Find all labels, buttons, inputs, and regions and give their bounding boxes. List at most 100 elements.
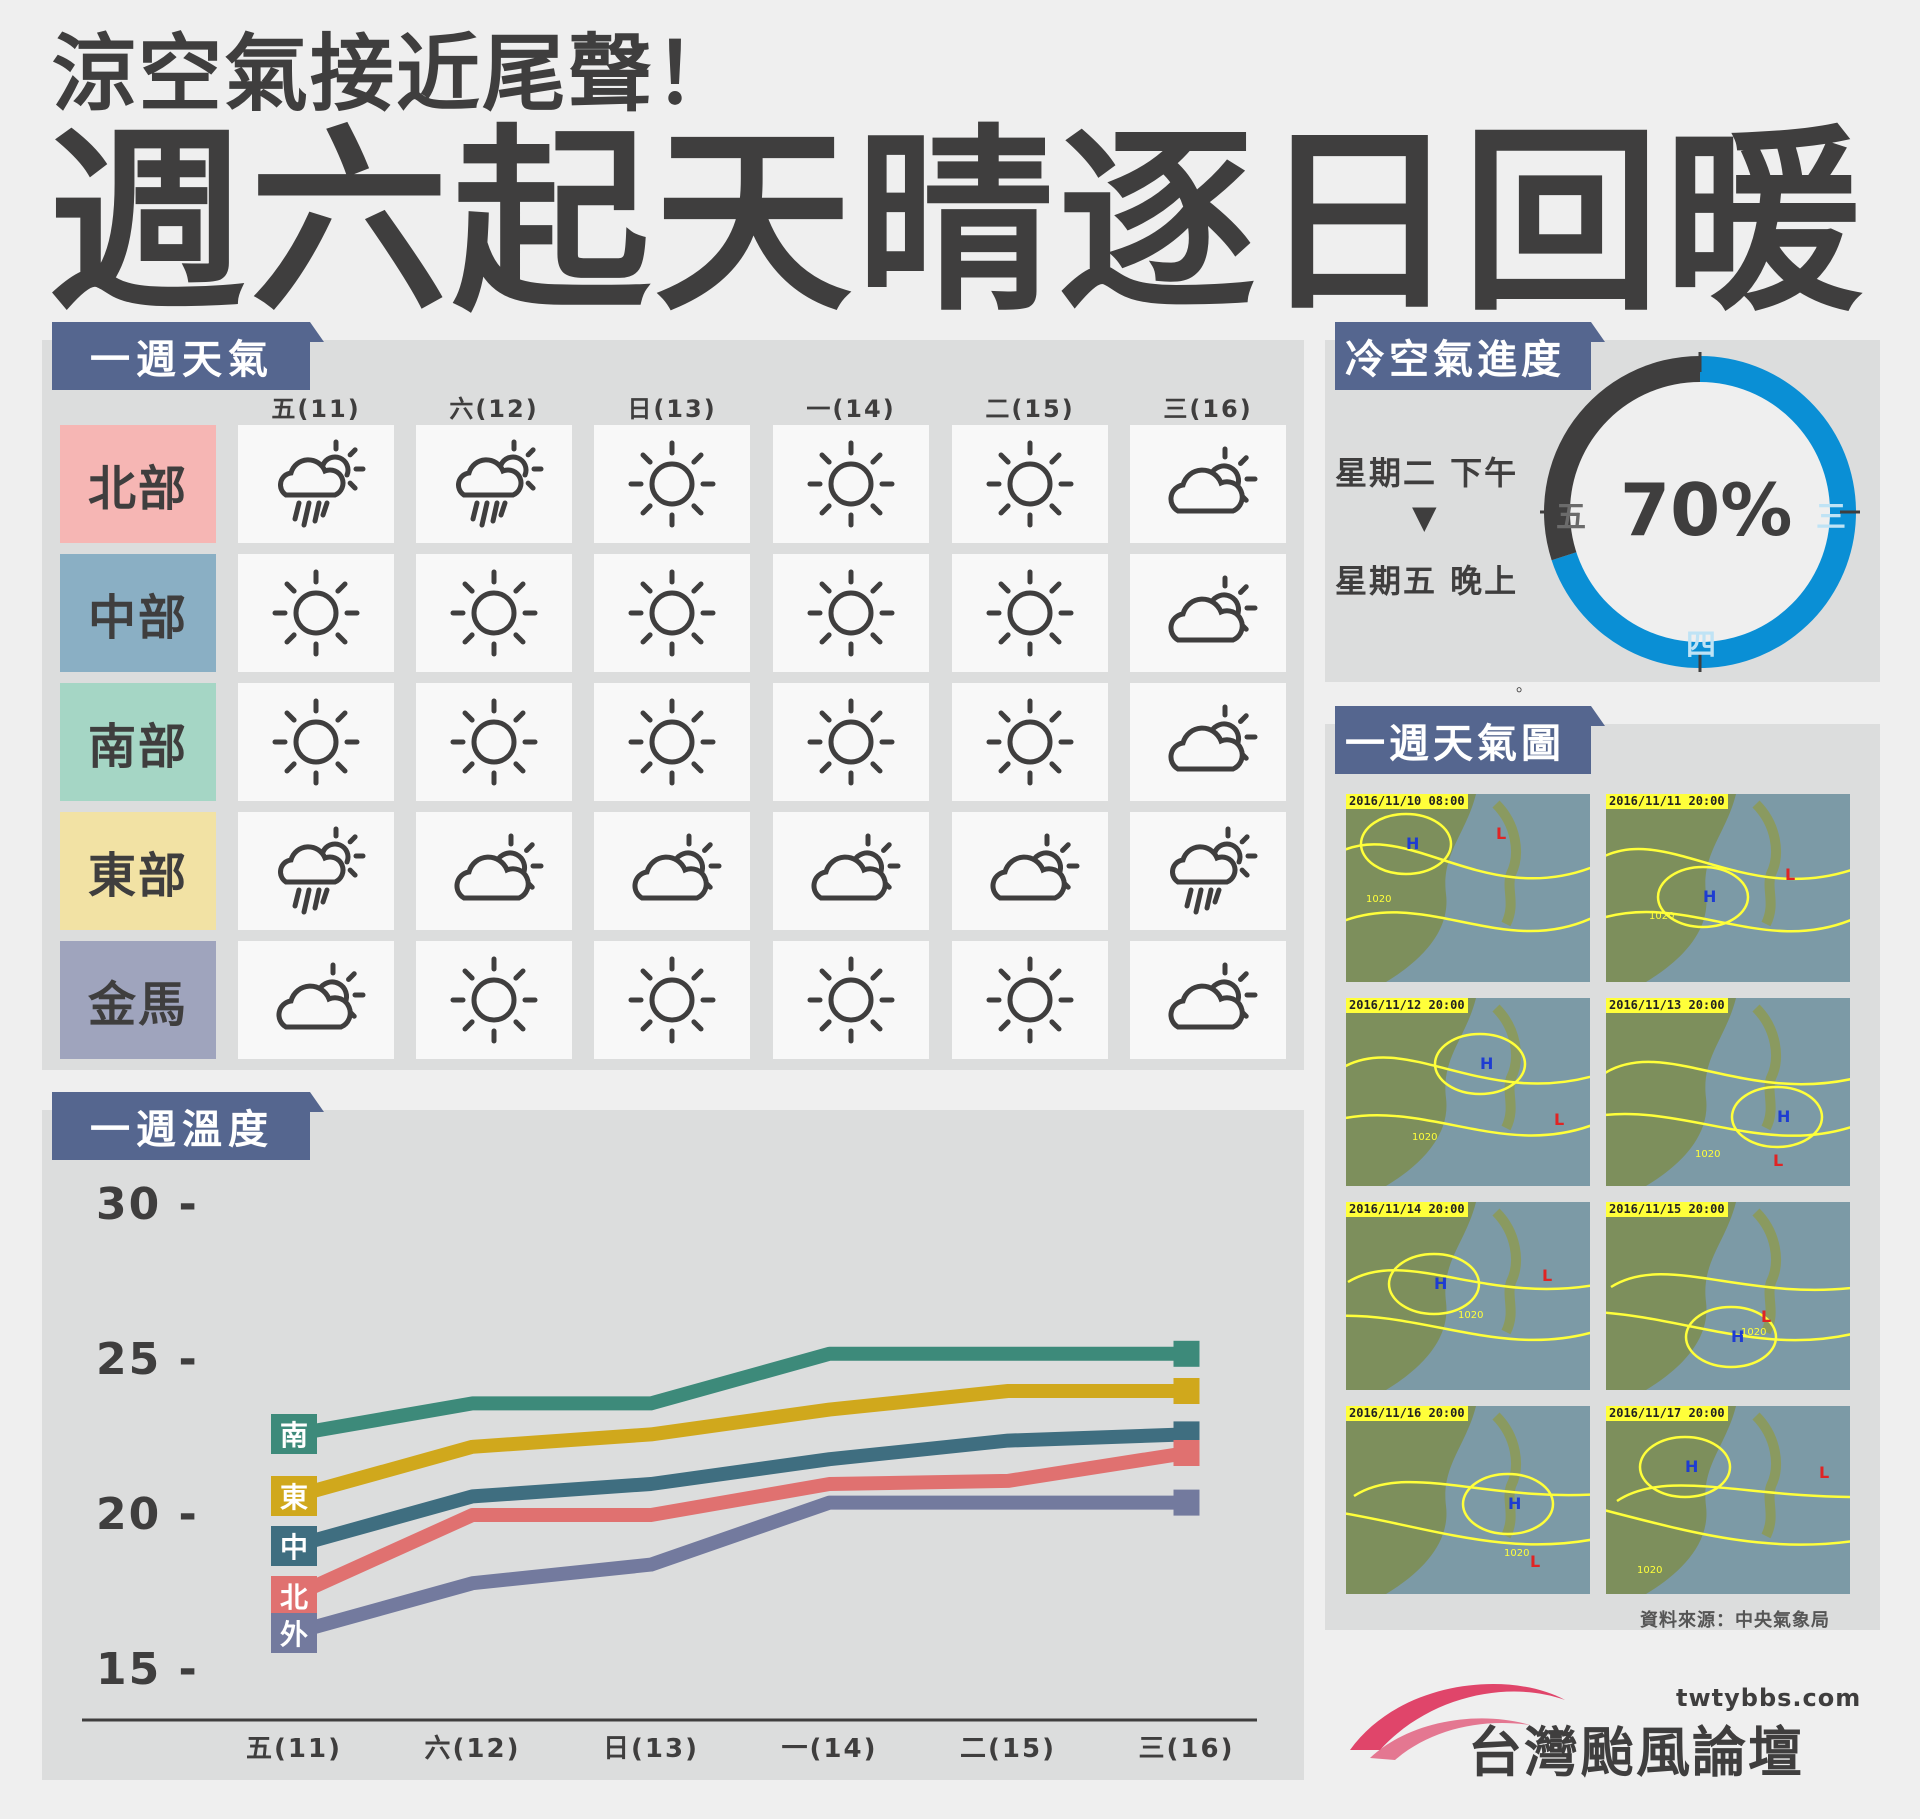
cloud-sun-icon (276, 962, 366, 1030)
isobar-label: 1020 (1637, 1565, 1663, 1576)
weather-maps-tab: 一週天氣圖 (1335, 706, 1605, 774)
isobar-label: 1020 (1504, 1548, 1530, 1559)
region-label: 東部 (60, 812, 216, 930)
forecast-cell (1130, 941, 1286, 1059)
low-pressure-mark: L (1773, 1151, 1784, 1170)
high-pressure-mark: H (1508, 1494, 1522, 1513)
sun-icon (807, 440, 895, 528)
series-line (292, 1427, 1187, 1553)
forecast-cell (952, 683, 1108, 801)
sun-icon (272, 569, 360, 657)
isobar-label: 1020 (1366, 894, 1392, 905)
weather-map: 2016/11/11 20:00 H L 1020 (1606, 794, 1850, 982)
cloud-sun-icon (990, 833, 1080, 901)
cold-air-percent: 70% (1620, 468, 1793, 552)
cold-air-label-bottom: 四 (1686, 628, 1716, 663)
series-label: 外 (271, 1612, 317, 1653)
y-tick-label: 25 - (96, 1334, 199, 1385)
low-pressure-mark: L (1785, 865, 1796, 884)
forecast-cell (416, 941, 572, 1059)
high-pressure-mark: H (1480, 1054, 1494, 1073)
forecast-cell (594, 554, 750, 672)
weekly-temperature-panel (42, 1110, 1304, 1780)
weather-map: 2016/11/16 20:00 H L 1020 (1346, 1406, 1590, 1594)
x-tick-label: 二(15) (960, 1734, 1056, 1764)
forecast-cell (1130, 683, 1286, 801)
low-pressure-mark: L (1554, 1110, 1565, 1129)
cloud-sun-icon (1168, 446, 1258, 514)
x-tick-label: 五(11) (246, 1734, 342, 1764)
sun-icon (450, 698, 538, 786)
cold-air-tab: 冷空氣進度 (1335, 322, 1605, 390)
map-timestamp: 2016/11/17 20:00 (1606, 1406, 1728, 1421)
brand-swoosh-icon (1350, 1684, 1565, 1760)
cold-air-label-left: 五 (1556, 500, 1586, 535)
series-line (292, 1346, 1187, 1442)
sun-icon (628, 956, 716, 1044)
region-label: 金馬 (60, 941, 216, 1059)
forecast-cell (594, 941, 750, 1059)
y-tick-label: 15 - (96, 1644, 199, 1695)
forecast-cell (773, 941, 929, 1059)
weekly-temperature-tab: 一週溫度 (52, 1092, 324, 1160)
forecast-cell (238, 812, 394, 930)
forecast-cell (952, 941, 1108, 1059)
rain-cloud-sun-icon (278, 826, 366, 915)
forecast-cell (594, 425, 750, 543)
low-pressure-mark: L (1530, 1552, 1541, 1571)
forecast-cell (238, 683, 394, 801)
brand-domain: twtybbs.com (1676, 1684, 1862, 1712)
sun-icon (986, 956, 1074, 1044)
forecast-cell (773, 683, 929, 801)
isobar-label: 1020 (1458, 1310, 1484, 1321)
series-line (291, 1446, 1188, 1602)
weather-map: 2016/11/17 20:00 H L 1020 (1606, 1406, 1850, 1594)
isobar-label: 1020 (1412, 1132, 1438, 1143)
forecast-cell (416, 425, 572, 543)
map-timestamp: 2016/11/15 20:00 (1606, 1202, 1728, 1217)
series-end-marker (1173, 1489, 1200, 1516)
weather-map: 2016/11/10 08:00 H L 1020 (1346, 794, 1590, 982)
sun-icon (807, 698, 895, 786)
cold-air-to: 星期五 晚上 (1335, 562, 1519, 600)
series-label: 東 (271, 1476, 317, 1517)
series-end-marker (1173, 1378, 1200, 1404)
forecast-cell (1130, 812, 1286, 930)
low-pressure-mark: L (1542, 1266, 1553, 1285)
forecast-cell (773, 812, 929, 930)
map-timestamp: 2016/11/14 20:00 (1346, 1202, 1468, 1217)
cloud-sun-icon (811, 833, 901, 901)
sun-icon (272, 698, 360, 786)
day-header: 一(14) (806, 395, 896, 423)
cold-air-label-right: 三 (1816, 500, 1846, 535)
series-end-marker (1173, 1340, 1200, 1367)
high-pressure-mark: H (1685, 1457, 1699, 1476)
brand-name: 台灣颱風論壇 (1468, 1721, 1804, 1784)
x-tick-label: 日(13) (603, 1734, 699, 1764)
low-pressure-mark: L (1819, 1463, 1830, 1482)
forecast-cell (416, 554, 572, 672)
weather-map: 2016/11/12 20:00 H L 1020 (1346, 998, 1590, 1186)
forecast-cell (238, 941, 394, 1059)
forecast-cell (238, 554, 394, 672)
rain-cloud-sun-icon (278, 439, 366, 528)
map-timestamp: 2016/11/13 20:00 (1606, 998, 1728, 1013)
sun-icon (450, 569, 538, 657)
day-header: 五(11) (271, 395, 361, 423)
weekly-weather-tab: 一週天氣 (52, 322, 324, 390)
sun-icon (807, 569, 895, 657)
forecast-cell (416, 683, 572, 801)
high-pressure-mark: H (1434, 1274, 1448, 1293)
day-header: 日(13) (627, 395, 717, 423)
sun-icon (986, 569, 1074, 657)
day-header: 六(12) (449, 395, 539, 423)
cloud-sun-icon (1168, 704, 1258, 772)
weather-map: 2016/11/14 20:00 H L 1020 (1346, 1202, 1590, 1390)
y-tick-label: 20 - (96, 1489, 199, 1540)
y-tick-label: 30 - (96, 1179, 199, 1230)
sun-icon (986, 440, 1074, 528)
forecast-cell (594, 812, 750, 930)
sun-icon (628, 569, 716, 657)
sun-icon (628, 440, 716, 528)
map-timestamp: 2016/11/10 08:00 (1346, 794, 1468, 809)
